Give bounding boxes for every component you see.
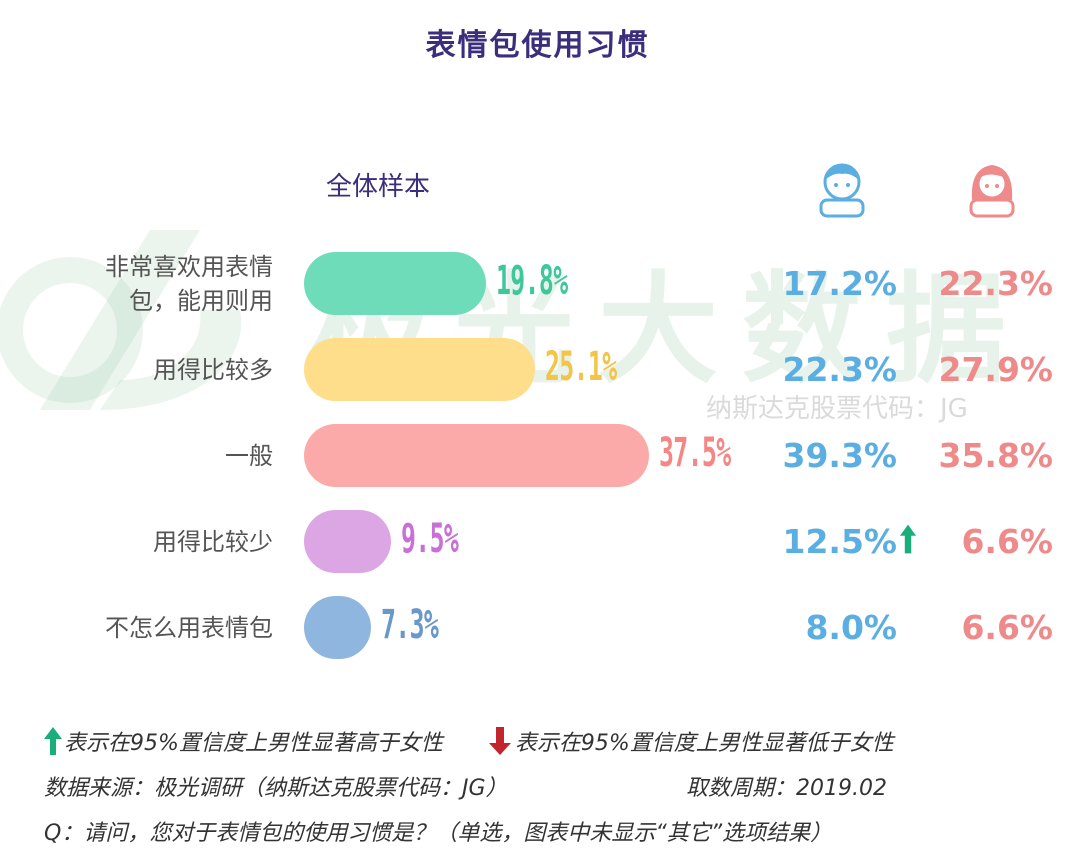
bar-value-label: 25.1% (544, 344, 617, 390)
male-value: 12.5% (782, 522, 898, 561)
category-label: 用得比较多 (33, 353, 273, 387)
male-value: 22.3% (782, 350, 898, 389)
male-value: 17.2% (782, 264, 898, 303)
bar-value-label: 19.8% (496, 258, 568, 304)
female-value: 6.6% (961, 608, 1053, 647)
bar-value-label: 9.5% (401, 516, 459, 562)
bar (304, 424, 649, 487)
category-label-line: 用得比较多 (153, 355, 273, 384)
category-label: 一般 (33, 439, 273, 473)
female-icon (969, 165, 1015, 218)
category-label: 不怎么用表情包 (33, 611, 273, 645)
bar (304, 510, 392, 573)
data-period: 取数周期：2019.02 (686, 776, 887, 801)
down-arrow-icon (488, 727, 511, 755)
category-label-line: 非常喜欢用表情 (105, 252, 273, 281)
legend: 表示在95%置信度上男性显著高于女性 表示在95%置信度上男性显著低于女性 (44, 725, 894, 757)
category-label-line: 用得比较少 (153, 527, 273, 556)
category-label: 非常喜欢用表情包，能用则用 (33, 250, 273, 318)
male-icon (819, 163, 865, 218)
question-text: Q：请问，您对于表情包的使用习惯是？（单选，图表中未显示“其它”选项结果） (44, 821, 833, 846)
legend-up-text: 表示在95%置信度上男性显著高于女性 (64, 731, 443, 756)
bar-value-label: 37.5% (659, 430, 731, 476)
female-value: 35.8% (938, 436, 1054, 475)
bar (304, 338, 535, 401)
category-label: 用得比较少 (33, 525, 273, 559)
data-source: 数据来源：极光调研（纳斯达克股票代码：JG） (44, 776, 508, 801)
watermark-logo (0, 230, 242, 410)
bar (304, 252, 487, 315)
male-value: 8.0% (805, 608, 897, 647)
female-value: 6.6% (961, 522, 1053, 561)
category-label-line: 不怎么用表情包 (105, 613, 273, 642)
bar (304, 596, 372, 659)
male-value: 39.3% (782, 436, 898, 475)
category-label-line: 包，能用则用 (129, 286, 273, 315)
female-value: 27.9% (938, 350, 1054, 389)
group-label: 全体样本 (326, 172, 431, 202)
female-value: 22.3% (938, 264, 1054, 303)
significance-up-arrow-icon (900, 524, 916, 554)
watermark-subtext: 纳斯达克股票代码：JG (706, 394, 968, 424)
bar-value-label: 7.3% (381, 602, 439, 648)
up-arrow-icon (44, 727, 62, 755)
category-label-line: 一般 (225, 441, 273, 470)
chart-title: 表情包使用习惯 (425, 28, 650, 63)
legend-down-text: 表示在95%置信度上男性显著低于女性 (514, 731, 894, 756)
